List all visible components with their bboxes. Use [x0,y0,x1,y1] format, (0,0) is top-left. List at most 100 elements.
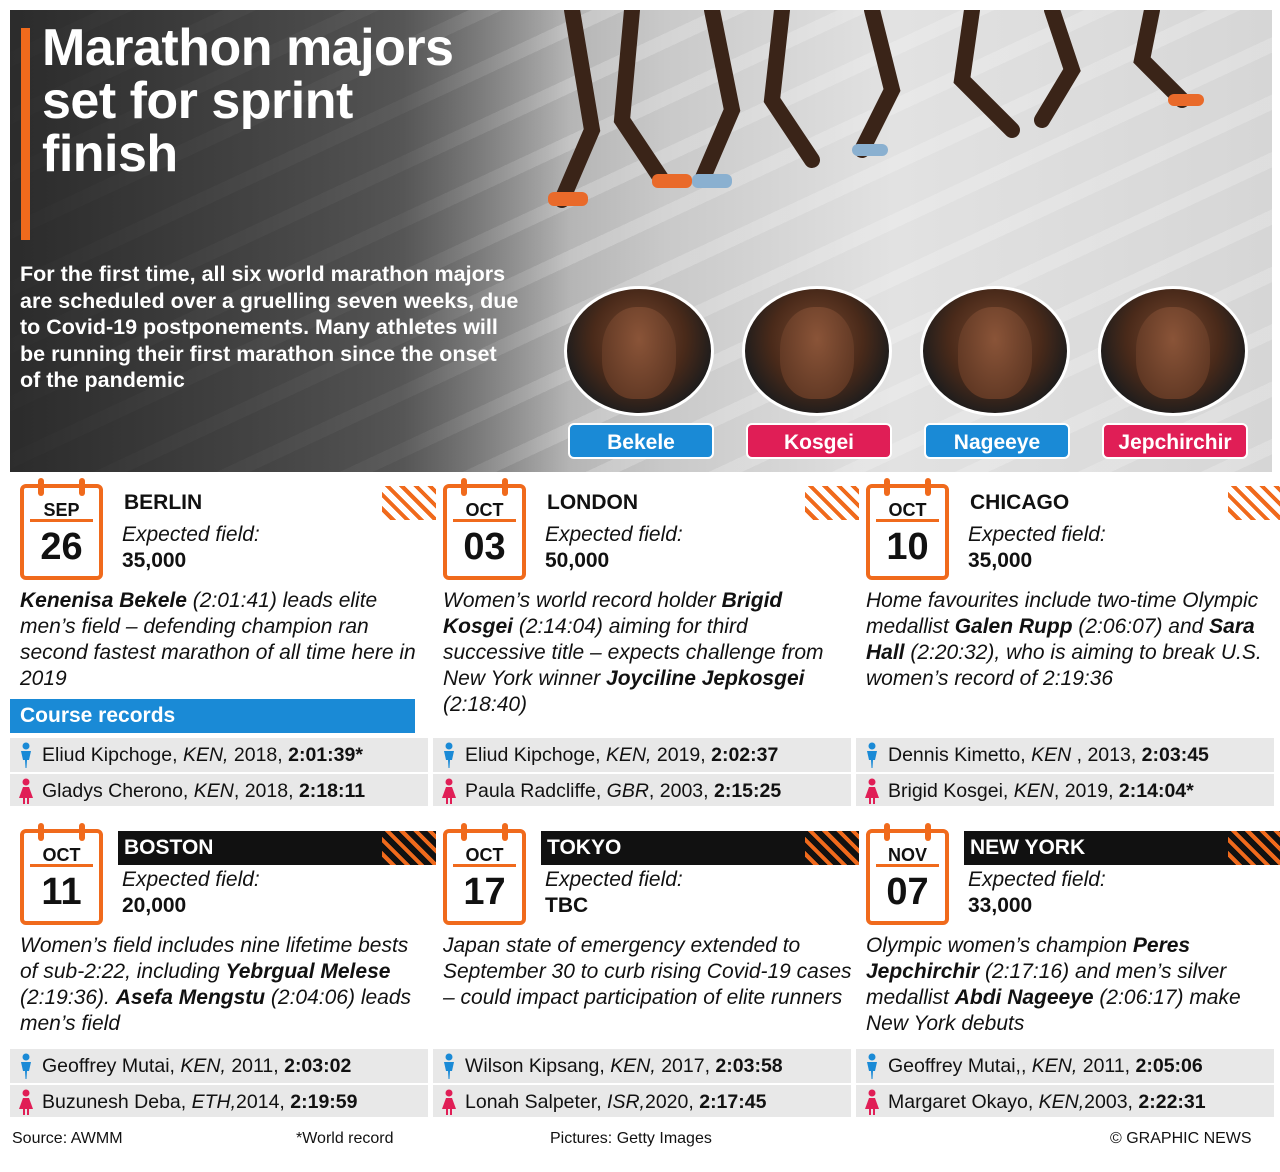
record-holder: Eliud Kipchoge [465,744,596,766]
record-holder: Paula Radcliffe [465,780,596,802]
record-nationality: KEN [1031,744,1072,766]
race-month: SEP [30,498,93,522]
desc-text: Olympic women’s champion [866,934,1133,957]
race-day: 26 [40,526,83,568]
face-image [780,307,854,399]
stripe-decoration [382,831,436,865]
women-course-record: Gladys Cherono, KEN, 2018, 2:18:11 [10,772,428,806]
city-name: NEW YORK [964,831,1234,865]
page-title: Marathon majors set for sprint finish [42,19,454,183]
race-description: Home favourites include two-time Olympic… [866,588,1276,692]
female-icon [442,778,456,804]
female-icon [19,1089,33,1115]
record-time: 2:03:02 [284,1055,352,1077]
record-year: 2020, [644,1091,694,1113]
stripe-decoration [805,486,859,520]
hero-shade [10,10,570,472]
stripe-decoration [805,831,859,865]
athlete-name: Sara Hall [866,615,1255,664]
male-icon [867,742,877,768]
expected-field-label: Expected field: [968,868,1106,891]
hero-photo [10,10,1272,472]
calendar-ring [502,823,508,841]
record-year: 2011, [1082,1055,1131,1077]
record-nationality: ETH, [191,1091,237,1113]
race-day: 07 [886,871,929,913]
city-name: TOKYO [541,831,811,865]
record-nationality: KEN, [610,1055,656,1077]
world-record-note: *World record [296,1130,394,1147]
men-course-record: Eliud Kipchoge, KEN, 2019, 2:02:37 [433,738,851,772]
record-time: 2:02:37 [711,744,779,766]
athlete-name: Yebrgual Melese [225,960,391,983]
face-image [1136,307,1210,399]
expected-field-label: Expected field: [545,523,683,546]
athlete-portrait [742,286,892,416]
race-description: Olympic women’s champion Peres Jepchirch… [866,933,1276,1037]
expected-field-value: 33,000 [968,894,1033,917]
record-year: 2014, [236,1091,285,1113]
record-nationality: KEN, [1038,1091,1085,1113]
race-description: Women’s field includes nine lifetime bes… [20,933,430,1037]
record-nationality: KEN, [1031,1055,1078,1077]
record-holder: Gladys Cherono [42,780,183,802]
city-header: TOKYO [541,831,859,865]
male-icon [444,1053,454,1079]
race-description: Kenenisa Bekele (2:01:41) leads elite me… [20,588,430,692]
race-month: OCT [453,498,516,522]
city-header: NEW YORK [964,831,1280,865]
stripe-decoration [1228,831,1280,865]
record-year: 2011, [231,1055,279,1077]
record-holder: Brigid Kosgei [888,780,1003,802]
race-day: 10 [886,526,929,568]
expected-field-value: 35,000 [968,549,1033,572]
record-year: 2017, [661,1055,710,1077]
calendar-icon: NOV 07 [866,823,949,925]
race-month: OCT [876,498,939,522]
record-year: , 2013, [1076,744,1137,766]
record-year: , 2003, [648,780,709,802]
female-icon [442,1089,456,1115]
record-time: 2:01:39* [288,744,363,766]
female-icon [865,778,879,804]
city-header: BOSTON [118,831,436,865]
women-course-record: Buzunesh Deba, ETH,2014, 2:19:59 [10,1083,428,1117]
desc-text: Women’s field includes nine lifetime bes… [20,934,409,983]
record-holder: Lonah Salpeter [465,1091,597,1113]
record-holder: Dennis Kimetto [888,744,1021,766]
calendar-icon: OCT 11 [20,823,103,925]
source-text: Source: AWMM [12,1130,123,1147]
race-month: NOV [876,843,939,867]
calendar-ring [925,823,931,841]
record-holder: Buzunesh Deba [42,1091,181,1113]
race-month: OCT [453,843,516,867]
athlete-name-tag: Nageeye [924,423,1070,459]
record-time: 2:03:45 [1141,744,1209,766]
runners-legs-image [548,10,1204,208]
race-description: Japan state of emergency extended to Sep… [443,933,853,1011]
record-holder: Wilson Kipsang [465,1055,600,1077]
calendar-ring [38,823,44,841]
record-nationality: KEN [193,780,234,802]
expected-field-value: 50,000 [545,549,610,572]
calendar-icon: OCT 10 [866,478,949,580]
calendar-ring [38,478,44,496]
record-time: 2:14:04* [1118,780,1194,802]
athlete-name: Kenenisa Bekele [20,589,187,612]
calendar-ring [502,478,508,496]
record-year: , 2018, [233,780,294,802]
record-nationality: ISR, [607,1091,645,1113]
expected-field-label: Expected field: [968,523,1106,546]
athlete-portrait [920,286,1070,416]
desc-text: (2:20:32), who is aiming to break U.S. w… [866,641,1262,690]
desc-text: (2:14:04) aiming for third successive ti… [443,615,824,690]
race-day: 03 [463,526,506,568]
record-time: 2:03:58 [715,1055,783,1077]
calendar-icon: OCT 03 [443,478,526,580]
athlete-name: Asefa Mengstu [115,986,266,1009]
record-holder: Geoffrey Mutai [42,1055,170,1077]
race-day: 11 [41,871,82,913]
expected-field-label: Expected field: [122,868,260,891]
calendar-ring [461,823,467,841]
record-time: 2:19:59 [290,1091,358,1113]
